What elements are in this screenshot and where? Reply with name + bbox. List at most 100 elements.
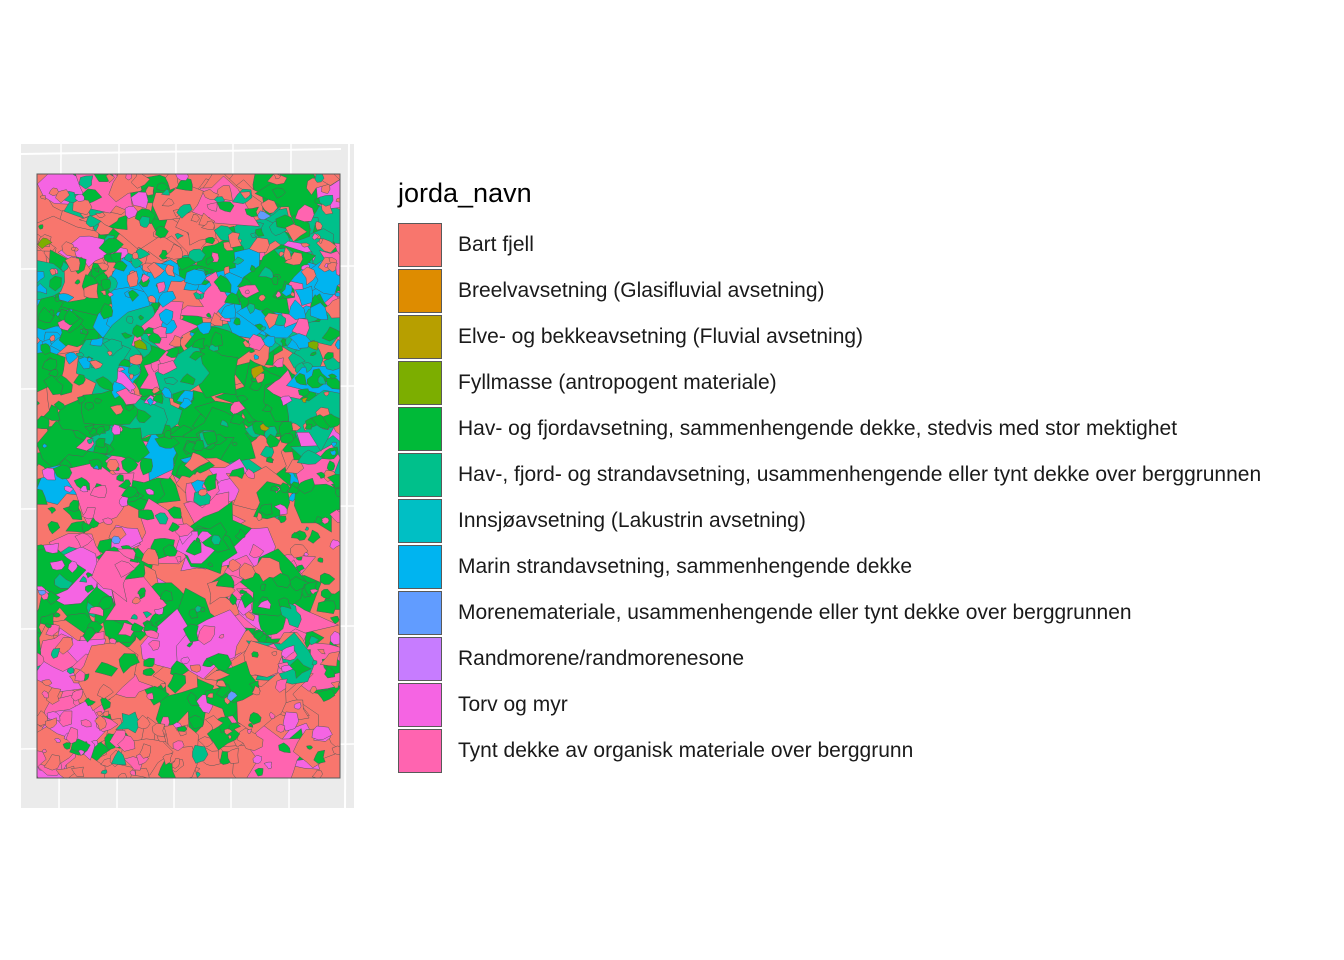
- map-polygon: [200, 606, 206, 613]
- map-polygon: [138, 314, 145, 321]
- map-polygon: [125, 315, 134, 324]
- map-polygon: [146, 397, 154, 407]
- map-polygon: [154, 607, 164, 616]
- map-polygon: [52, 612, 61, 618]
- map-polygon: [258, 294, 266, 302]
- map-polygon: [48, 187, 59, 196]
- map-polygon: [60, 261, 69, 273]
- map-polygon: [187, 691, 200, 707]
- map-polygon: [186, 641, 194, 648]
- map-polygon: [311, 659, 318, 666]
- map-polygon: [203, 473, 217, 492]
- map-polygon: [159, 589, 173, 602]
- map-polygon: [307, 529, 321, 544]
- map-polygon: [144, 488, 155, 496]
- map-polygon: [334, 339, 340, 350]
- map-polygon: [155, 182, 169, 191]
- map-polygon: [99, 290, 107, 296]
- map-polygon: [189, 664, 201, 673]
- map-polygon: [109, 404, 124, 416]
- map-polygon: [162, 753, 174, 766]
- legend-label: Torv og myr: [458, 693, 568, 716]
- map-polygon: [79, 575, 87, 583]
- map-polygon: [137, 587, 147, 597]
- map-polygon: [286, 483, 300, 494]
- map-polygon: [79, 485, 89, 493]
- map-polygon: [189, 350, 206, 361]
- map-polygon: [40, 612, 54, 626]
- map-polygon: [124, 205, 138, 220]
- map-polygon: [37, 488, 48, 505]
- map-polygon: [132, 324, 146, 338]
- map-polygon: [88, 606, 104, 617]
- map-polygon: [187, 715, 204, 730]
- map-polygon: [309, 588, 320, 595]
- map-polygon: [216, 201, 235, 213]
- map-polygon: [280, 395, 293, 407]
- map-polygon: [210, 312, 223, 327]
- map-polygon: [157, 290, 177, 308]
- map-polygon: [43, 374, 64, 396]
- map-polygon: [152, 393, 164, 405]
- legend-item: Morenemateriale, usammenhengende eller t…: [398, 590, 1261, 636]
- map-polygon: [257, 599, 272, 610]
- legend-item: Fyllmasse (antropogent materiale): [398, 360, 1261, 406]
- map-polygon: [184, 441, 198, 455]
- map-polygon: [147, 261, 165, 279]
- map-polygon: [215, 682, 231, 699]
- legend-item: Elve- og bekkeavsetning (Fluvial avsetni…: [398, 314, 1261, 360]
- map-polygon: [74, 279, 81, 285]
- map-polygon: [215, 572, 235, 588]
- map-polygon: [239, 191, 251, 200]
- map-polygon: [316, 471, 326, 479]
- map-polygon: [72, 198, 93, 216]
- map-polygon: [97, 262, 110, 271]
- map-polygon: [100, 303, 114, 320]
- map-polygon: [144, 185, 155, 196]
- legend-label: Bart fjell: [458, 233, 534, 256]
- map-polygon: [37, 589, 47, 596]
- map-polygon: [111, 424, 121, 436]
- map-polygon: [118, 358, 131, 368]
- legend-key-swatch: [398, 729, 442, 773]
- legend-label: Randmorene/randmorenesone: [458, 647, 745, 670]
- map-polygon: [43, 404, 61, 421]
- map-polygon: [282, 711, 299, 732]
- map-polygon: [247, 728, 253, 735]
- legend-key-swatch: [398, 683, 442, 727]
- map-polygon: [202, 430, 218, 446]
- map-polygon: [106, 459, 120, 471]
- map-polygon: [128, 363, 142, 377]
- map-polygon: [84, 402, 94, 411]
- map-polygon: [67, 560, 78, 574]
- map-polygon: [275, 678, 288, 693]
- map-polygon: [118, 653, 140, 674]
- map-polygon: [37, 750, 47, 769]
- map-polygon: [335, 291, 340, 297]
- map-polygon: [232, 441, 238, 447]
- map-polygon: [260, 326, 267, 332]
- map-polygon: [248, 723, 254, 728]
- map-polygon: [106, 350, 113, 357]
- map-polygon: [41, 467, 56, 481]
- map-polygon: [41, 679, 53, 687]
- map-polygon: [249, 543, 265, 559]
- map-polygon: [303, 552, 309, 557]
- map-polygon: [139, 216, 150, 228]
- map-polygon: [226, 690, 238, 702]
- map-polygon: [66, 667, 75, 675]
- map-polygon: [278, 742, 291, 754]
- map-polygon: [304, 526, 309, 531]
- legend-label: Tynt dekke av organisk materiale over be…: [458, 739, 914, 762]
- map-polygon: [151, 386, 161, 395]
- map-polygon: [151, 723, 166, 737]
- map-polygon: [78, 175, 94, 190]
- map-polygon: [311, 233, 319, 241]
- map-polygon: [291, 531, 301, 539]
- map-polygon: [220, 419, 229, 428]
- map-polygon: [74, 532, 93, 549]
- map-polygon: [195, 537, 201, 543]
- map-polygon: [156, 281, 166, 294]
- legend-key-swatch: [398, 453, 442, 497]
- map-polygon: [158, 308, 174, 326]
